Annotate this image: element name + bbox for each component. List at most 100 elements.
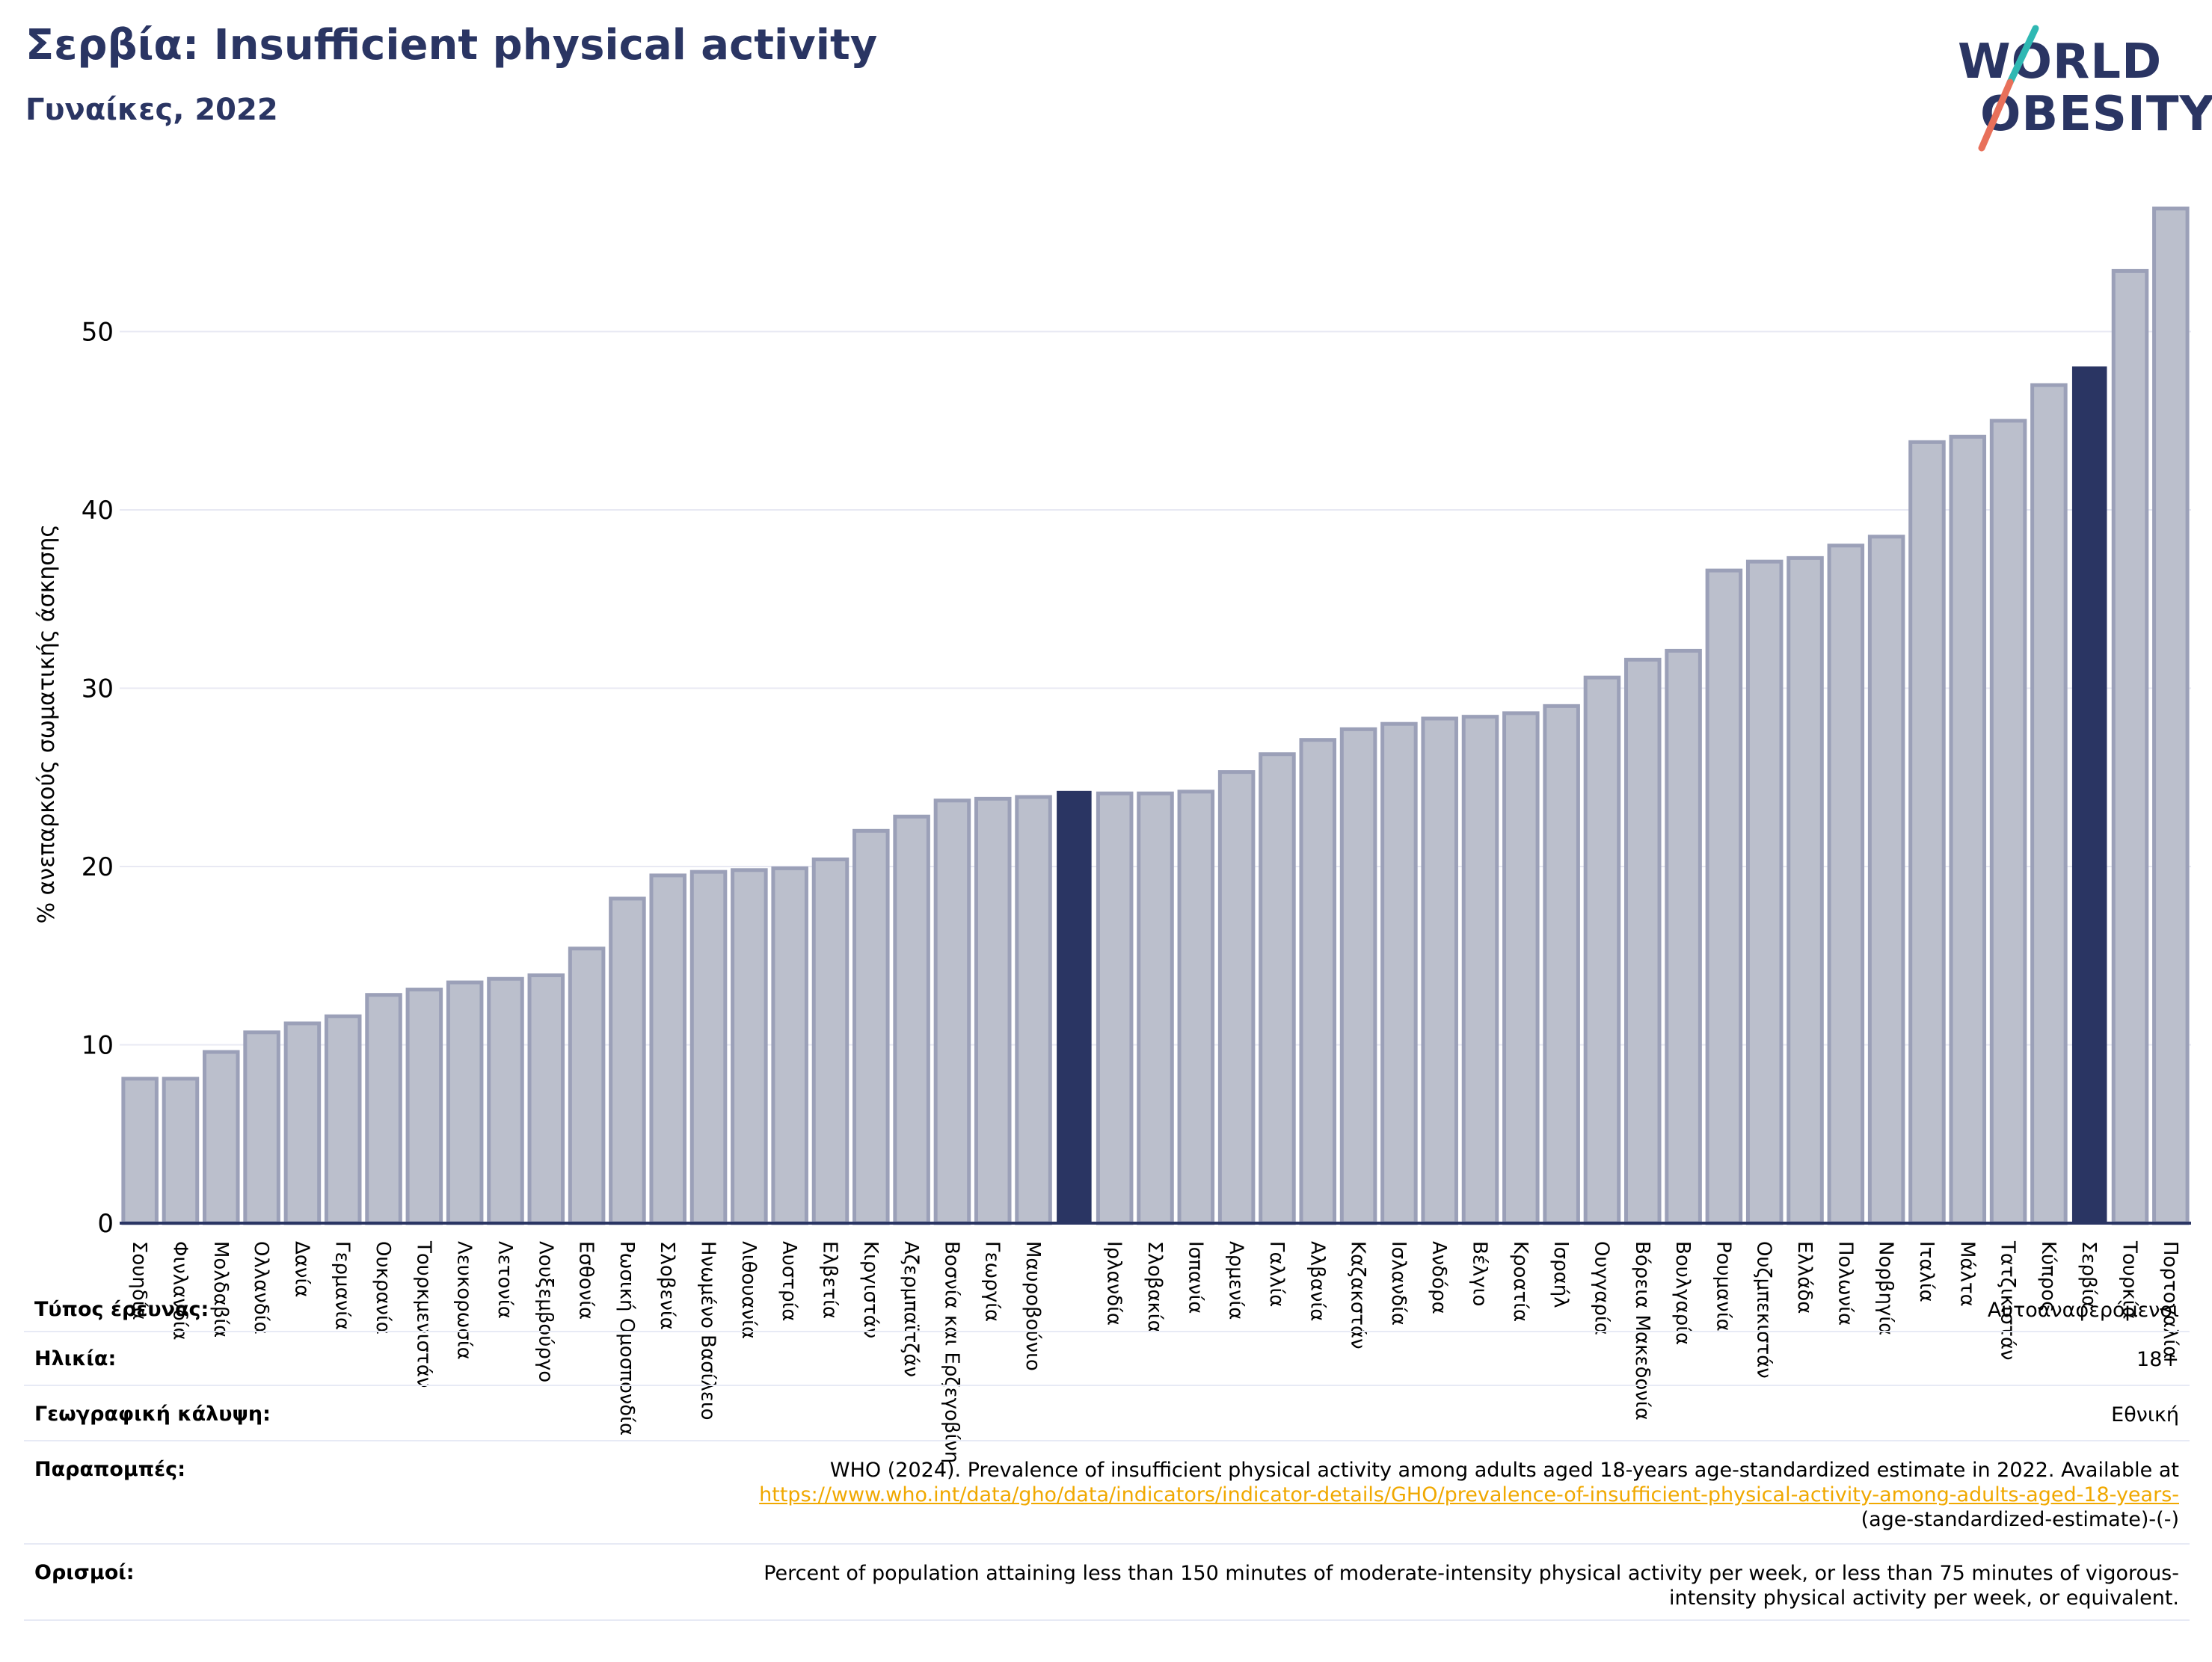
x-tick-label: Ισλανδία — [1387, 1241, 1410, 1326]
x-tick-label: Φινλανδία — [168, 1241, 191, 1341]
x-tick-label: Κύπρος — [2037, 1241, 2059, 1312]
y-tick-label: 0 — [97, 1209, 114, 1239]
x-tick-label: Ελβετία — [818, 1241, 841, 1319]
y-tick-label: 40 — [82, 496, 114, 526]
y-axis-label: % ανεπαρκούς σωματικής άσκησης — [34, 524, 60, 923]
x-tick-label: Σουηδία — [128, 1241, 150, 1320]
x-tick-label: Πολωνία — [1834, 1241, 1856, 1326]
x-tick-label: Δανία — [290, 1241, 313, 1297]
references-text: WHO (2024). Prevalence of insufficient p… — [829, 1459, 2179, 1482]
bar — [243, 1030, 280, 1225]
references-value: WHO (2024). Prevalence of insufficient p… — [759, 1458, 2179, 1532]
bar — [974, 796, 1012, 1225]
bar — [1623, 657, 1662, 1225]
bar — [1787, 555, 1824, 1225]
x-tick-label: Ουγγαρία — [1590, 1241, 1612, 1335]
bar — [1015, 795, 1052, 1225]
x-tick-label: Ισραήλ — [1549, 1241, 1572, 1308]
definitions-line-1: Percent of population attaining less tha… — [764, 1562, 2179, 1585]
x-tick-label: Μάλτα — [1956, 1241, 1978, 1307]
x-tick-label: Ανδόρα — [1428, 1241, 1450, 1314]
bar — [1461, 715, 1499, 1225]
x-tick-label: Λιθουανία — [737, 1241, 760, 1339]
x-tick-label: Σερβία — [2077, 1241, 2100, 1308]
bar — [487, 976, 524, 1225]
chart-subtitle: Γυναίκες, 2022 — [25, 93, 278, 127]
bar — [1502, 711, 1540, 1225]
x-tick-label: Κροατία — [1509, 1241, 1531, 1322]
bar — [446, 980, 484, 1225]
bar — [1867, 535, 1905, 1225]
references-tail: (age-standardized-estimate)-(-) — [1861, 1508, 2179, 1531]
bar — [1827, 544, 1865, 1225]
x-tick-label: Λευκορωσία — [453, 1241, 476, 1360]
bar — [405, 988, 443, 1225]
x-tick-label: Εσθονία — [575, 1241, 597, 1320]
world-obesity-logo: WORLD OBESITY — [1952, 22, 2212, 157]
x-tick-label: Λουξεμβούργο — [534, 1241, 556, 1382]
x-tick-label: Τουρκία — [2119, 1240, 2141, 1320]
bar — [568, 947, 606, 1225]
bar — [324, 1014, 362, 1225]
bar — [2152, 206, 2190, 1225]
bar — [933, 798, 971, 1225]
coverage-value: Εθνική — [2111, 1403, 2179, 1426]
bar — [1096, 791, 1134, 1225]
logo-line-1: WORLD — [1958, 34, 2163, 90]
bar — [1217, 770, 1256, 1225]
bar — [689, 870, 728, 1225]
bar — [365, 993, 402, 1225]
bar — [283, 1021, 322, 1225]
x-tick-label: Νορβηγία — [1875, 1241, 1897, 1335]
bar — [1745, 559, 1784, 1225]
bar-highlighted — [1057, 790, 1092, 1224]
x-tick-label: Αλβανία — [1306, 1241, 1328, 1321]
bar — [649, 873, 687, 1225]
y-tick-label: 10 — [82, 1031, 114, 1061]
bar — [1177, 790, 1215, 1225]
y-tick-label: 20 — [82, 852, 114, 882]
bar — [771, 866, 808, 1225]
bar — [1259, 752, 1296, 1225]
x-tick-label: Ουκρανία — [372, 1241, 394, 1335]
x-tick-label: Βέλγιο — [1469, 1241, 1491, 1306]
x-tick-label: Ελλάδα — [1793, 1241, 1816, 1314]
x-tick-label: Ηνωμένο Βασίλειο — [697, 1241, 719, 1421]
bar — [162, 1077, 200, 1225]
survey-type-value: Αυτοαναφερόμενοι — [1987, 1299, 2179, 1322]
coverage-label: Γεωγραφική κάλυψη: — [34, 1403, 271, 1426]
bar — [1583, 675, 1621, 1225]
x-tick-label: Βουλγαρία — [1671, 1241, 1694, 1345]
x-tick-label: Κιργιστάν — [859, 1241, 882, 1338]
references-label: Παραπομπές: — [34, 1458, 185, 1481]
x-tick-label: Ρουμανία — [1712, 1241, 1734, 1332]
references-link[interactable]: https://www.who.int/data/gho/data/indica… — [759, 1483, 2179, 1506]
logo-line-2: OBESITY — [1980, 87, 2212, 142]
x-tick-label: Γερμανία — [331, 1241, 354, 1330]
bar — [2111, 268, 2149, 1225]
bar — [203, 1050, 240, 1225]
info-table: Τύπος έρευνας: Αυτοαναφερόμενοι Ηλικία: … — [24, 1278, 2190, 1621]
bar — [121, 1077, 159, 1225]
info-row-survey-type: Τύπος έρευνας: Αυτοαναφερόμενοι — [24, 1278, 2190, 1332]
x-tick-label: Τατζικιστάν — [1997, 1240, 2019, 1361]
definitions-line-2: intensity physical activity per week, or… — [1668, 1586, 2179, 1610]
bar — [1705, 568, 1743, 1225]
x-tick-label: Ολλανδία — [250, 1241, 272, 1335]
bar — [1908, 440, 1946, 1225]
age-value: 18+ — [2136, 1348, 2179, 1371]
age-label: Ηλικία: — [34, 1347, 117, 1370]
bar — [1989, 419, 2027, 1225]
bar — [609, 896, 646, 1225]
x-tick-label: Ιρλανδία — [1103, 1241, 1125, 1326]
info-row-coverage: Γεωγραφική κάλυψη: Εθνική — [24, 1386, 2190, 1441]
bar — [811, 857, 850, 1225]
x-tick-label: Σλοβακία — [1143, 1241, 1166, 1333]
x-tick-label: Βοσνία και Ερζεγοβίνη — [940, 1241, 962, 1463]
x-tick-label: Τουρκμενιστάν — [412, 1240, 434, 1388]
bar — [1299, 738, 1337, 1225]
x-tick-label: Σλοβενία — [656, 1241, 678, 1330]
x-tick-label: Μολδαβία — [209, 1241, 232, 1338]
bar — [527, 973, 565, 1225]
